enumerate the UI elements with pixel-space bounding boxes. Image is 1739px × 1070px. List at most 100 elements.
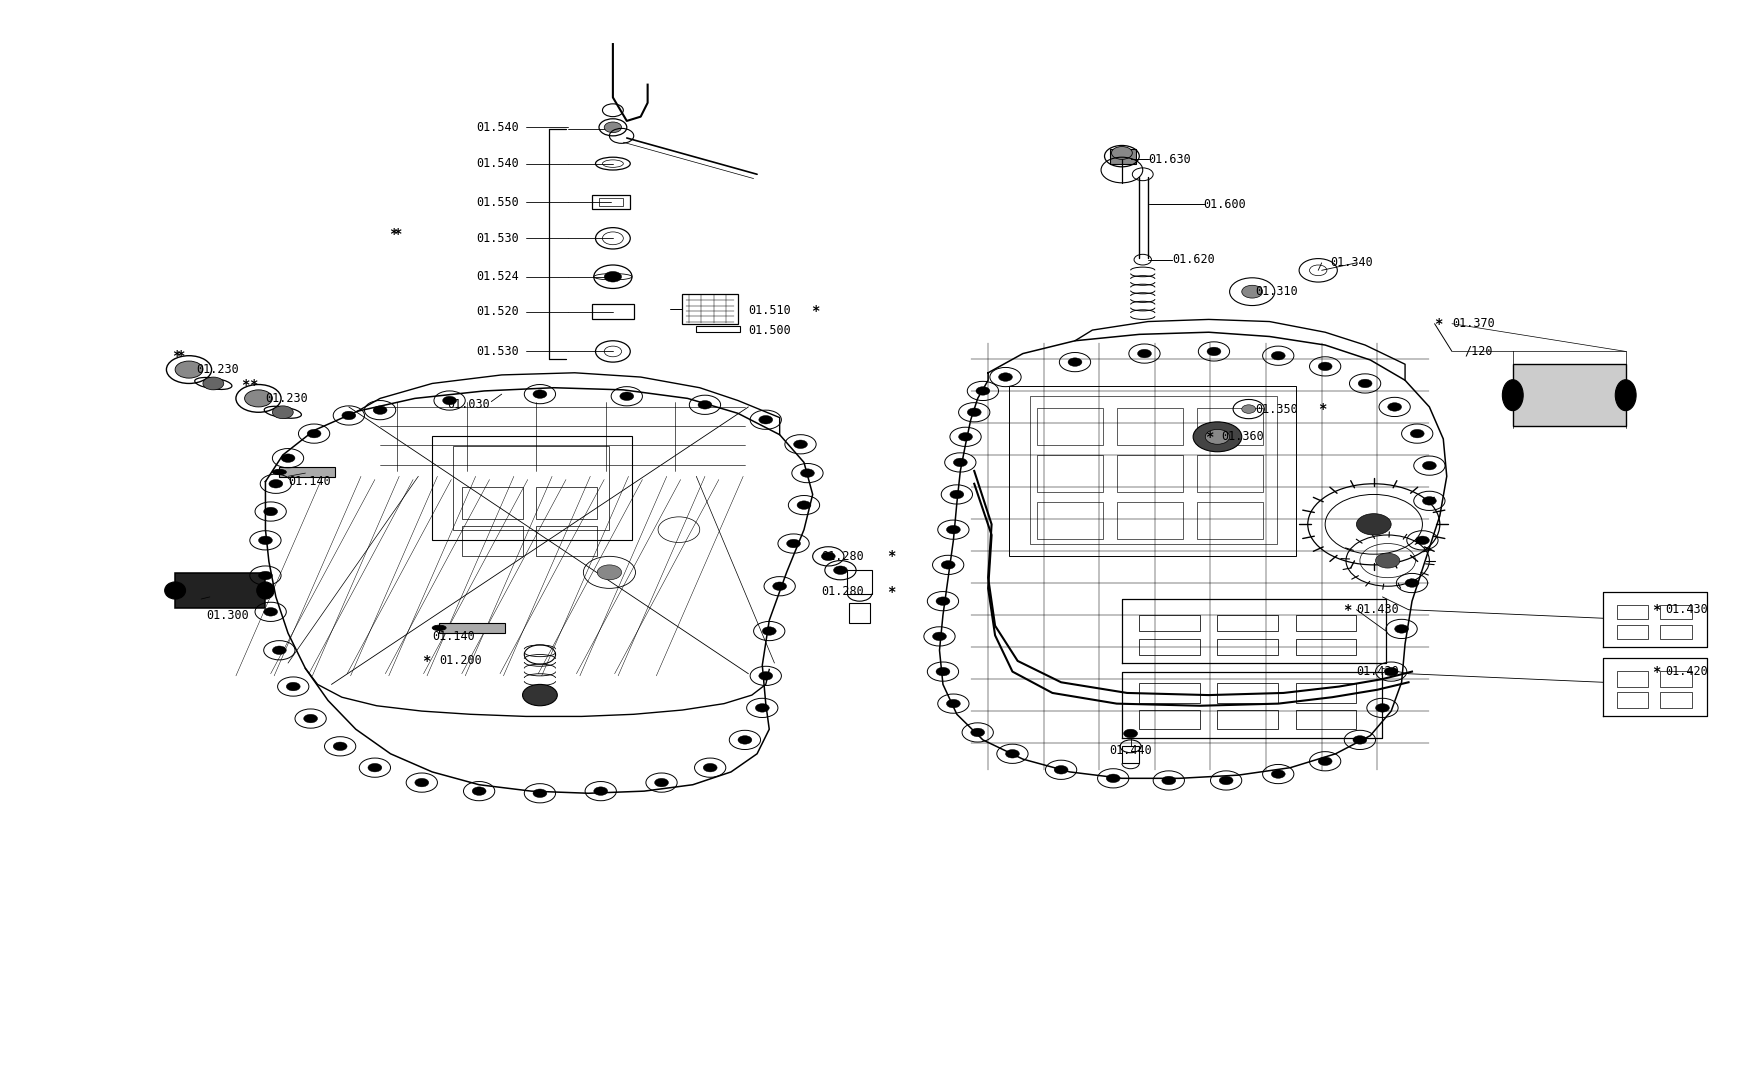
Circle shape: [800, 469, 814, 477]
Ellipse shape: [257, 582, 275, 599]
Circle shape: [772, 582, 786, 591]
Circle shape: [793, 440, 807, 448]
Circle shape: [1271, 769, 1285, 778]
Bar: [1009, 385, 1296, 556]
Ellipse shape: [1501, 380, 1522, 411]
Circle shape: [471, 786, 485, 795]
Ellipse shape: [165, 582, 186, 599]
Circle shape: [259, 571, 273, 580]
Circle shape: [1205, 429, 1229, 444]
Circle shape: [821, 552, 835, 561]
Bar: [1109, 149, 1136, 164]
Circle shape: [442, 396, 456, 404]
Circle shape: [414, 778, 428, 786]
Text: /120: /120: [1462, 345, 1492, 358]
Text: 01.620: 01.620: [1172, 254, 1214, 266]
Text: 01.630: 01.630: [1148, 153, 1189, 166]
Bar: [176, 574, 266, 608]
Text: 01.340: 01.340: [1330, 257, 1372, 270]
Bar: [1139, 710, 1200, 730]
Circle shape: [264, 608, 278, 616]
Text: 01.600: 01.600: [1203, 198, 1245, 211]
Bar: [461, 487, 522, 519]
Circle shape: [341, 411, 355, 419]
Circle shape: [976, 386, 989, 395]
Circle shape: [762, 627, 776, 636]
Bar: [1217, 710, 1278, 730]
Text: 01.140: 01.140: [289, 475, 330, 488]
Bar: [461, 526, 522, 556]
Circle shape: [176, 361, 203, 378]
Circle shape: [1358, 379, 1372, 387]
Circle shape: [1271, 351, 1285, 360]
Text: *: *: [176, 349, 184, 363]
Circle shape: [932, 632, 946, 641]
Circle shape: [332, 742, 346, 750]
Circle shape: [593, 786, 607, 795]
Ellipse shape: [273, 470, 287, 475]
Text: *: *: [390, 227, 396, 241]
Ellipse shape: [431, 625, 445, 630]
Circle shape: [737, 736, 751, 744]
Circle shape: [308, 429, 322, 438]
Text: *: *: [1433, 317, 1442, 331]
Circle shape: [703, 763, 716, 771]
Ellipse shape: [1614, 380, 1635, 411]
Bar: [1659, 692, 1690, 708]
Text: 01.420: 01.420: [1356, 666, 1398, 678]
Bar: [1217, 684, 1278, 703]
Bar: [280, 467, 334, 477]
Circle shape: [967, 408, 981, 416]
Text: *: *: [1650, 664, 1659, 678]
Text: *: *: [242, 378, 250, 392]
Bar: [1616, 606, 1647, 620]
Circle shape: [833, 566, 847, 575]
Bar: [1659, 625, 1690, 639]
Circle shape: [264, 507, 278, 516]
Circle shape: [755, 704, 769, 713]
Bar: [536, 487, 596, 519]
Circle shape: [1054, 765, 1068, 774]
Text: 01.030: 01.030: [447, 398, 489, 411]
Circle shape: [522, 685, 556, 706]
Bar: [1511, 364, 1624, 426]
Text: *: *: [887, 549, 896, 563]
Circle shape: [273, 406, 294, 418]
Bar: [847, 570, 871, 594]
Bar: [1116, 502, 1183, 539]
Bar: [438, 623, 504, 633]
Circle shape: [796, 501, 810, 509]
Circle shape: [998, 372, 1012, 381]
Text: *: *: [887, 584, 896, 598]
Circle shape: [1193, 422, 1242, 452]
Bar: [431, 435, 631, 540]
Circle shape: [1123, 730, 1137, 738]
Text: 01.230: 01.230: [266, 392, 308, 404]
Text: 01.530: 01.530: [476, 232, 518, 245]
Circle shape: [936, 597, 949, 606]
Text: 01.540: 01.540: [476, 157, 518, 170]
Bar: [1116, 408, 1183, 445]
Circle shape: [936, 668, 949, 676]
Circle shape: [259, 536, 273, 545]
Bar: [1616, 671, 1647, 687]
Circle shape: [372, 406, 386, 414]
Circle shape: [273, 646, 287, 655]
Circle shape: [949, 490, 963, 499]
Circle shape: [1242, 404, 1256, 413]
Circle shape: [654, 778, 668, 786]
Circle shape: [1207, 347, 1221, 355]
Text: 01.550: 01.550: [476, 196, 518, 209]
Bar: [1296, 615, 1356, 631]
Circle shape: [1219, 776, 1233, 784]
Text: 01.520: 01.520: [476, 305, 518, 319]
Circle shape: [1421, 461, 1435, 470]
Text: 01.350: 01.350: [1256, 402, 1297, 415]
Circle shape: [532, 389, 546, 398]
Circle shape: [946, 525, 960, 534]
Bar: [696, 326, 739, 332]
Circle shape: [941, 561, 955, 569]
Circle shape: [596, 565, 621, 580]
Circle shape: [758, 415, 772, 424]
Text: 01.500: 01.500: [748, 323, 791, 337]
